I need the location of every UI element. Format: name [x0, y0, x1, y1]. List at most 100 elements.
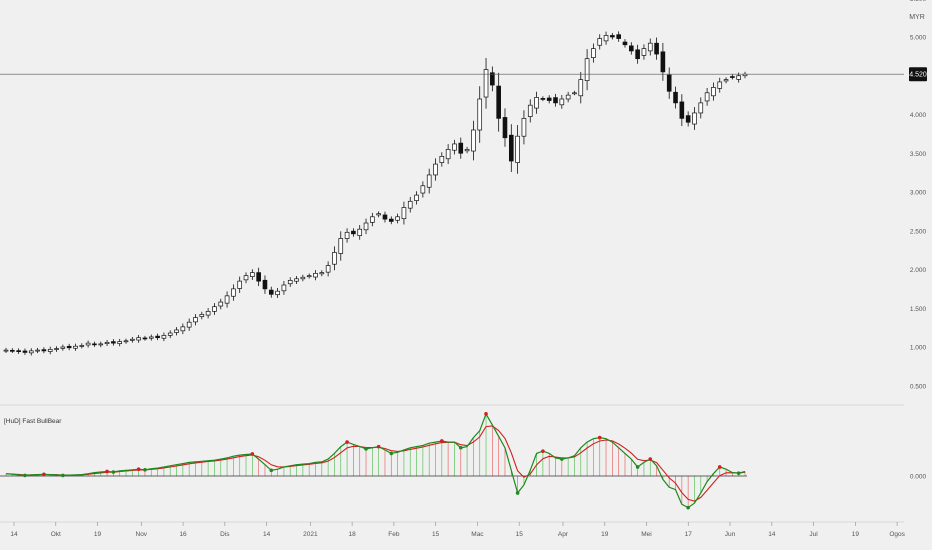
candle[interactable] [73, 345, 78, 349]
candle[interactable] [92, 343, 97, 346]
candle[interactable] [559, 98, 565, 106]
candle[interactable] [104, 342, 110, 345]
candle[interactable] [212, 306, 217, 312]
candle[interactable] [704, 92, 710, 102]
candle[interactable] [401, 207, 407, 220]
candle[interactable] [698, 102, 704, 114]
candle[interactable] [47, 348, 53, 352]
candle[interactable] [376, 213, 381, 216]
candle[interactable] [28, 350, 34, 354]
candle[interactable] [388, 218, 394, 222]
candle[interactable] [199, 314, 205, 317]
candle[interactable] [635, 49, 640, 60]
candle[interactable] [218, 301, 224, 307]
time-axis[interactable]: 14 Okt 19 Nov 16 Dis 14 2021 18 Feb 15 Mac 15 Apr 19 Me… [10, 522, 906, 538]
candle[interactable] [370, 216, 375, 223]
candle[interactable] [3, 349, 9, 352]
candle[interactable] [123, 340, 129, 343]
candle[interactable] [723, 79, 729, 82]
candle[interactable] [616, 34, 621, 39]
candle[interactable] [628, 45, 634, 52]
candle[interactable] [515, 135, 520, 163]
candle[interactable] [344, 231, 350, 239]
candle[interactable] [111, 341, 116, 344]
candle[interactable] [268, 289, 274, 295]
candle[interactable] [60, 346, 66, 349]
candle[interactable] [591, 48, 596, 58]
candle[interactable] [407, 200, 413, 209]
candle[interactable] [540, 98, 546, 100]
candle[interactable] [490, 72, 495, 86]
candle[interactable] [237, 280, 243, 289]
candle[interactable] [660, 51, 666, 73]
candle[interactable] [262, 279, 268, 290]
candle[interactable] [16, 350, 21, 353]
candle[interactable] [130, 338, 135, 341]
candle[interactable] [161, 335, 167, 339]
candle[interactable] [730, 76, 735, 78]
candle[interactable] [654, 42, 659, 55]
candle[interactable] [477, 98, 483, 131]
candle[interactable] [546, 97, 552, 101]
candle[interactable] [35, 349, 40, 352]
candle[interactable] [414, 194, 419, 201]
candle[interactable] [395, 216, 400, 221]
candle[interactable] [502, 117, 508, 139]
candle[interactable] [736, 75, 741, 80]
candle[interactable] [666, 74, 672, 92]
candle[interactable] [287, 280, 293, 285]
candle[interactable] [10, 349, 15, 352]
candle[interactable] [281, 284, 287, 292]
candle[interactable] [483, 69, 489, 98]
candle[interactable] [224, 295, 230, 304]
price-pane[interactable] [3, 31, 748, 356]
candle[interactable] [458, 142, 464, 154]
candle[interactable] [685, 115, 691, 123]
candle[interactable] [66, 345, 72, 349]
candle[interactable] [673, 91, 678, 104]
candle[interactable] [79, 345, 85, 347]
candle[interactable] [521, 118, 527, 137]
candle[interactable] [679, 101, 685, 119]
candle[interactable] [142, 337, 148, 340]
candle[interactable] [250, 272, 255, 277]
candle[interactable] [357, 228, 363, 236]
candle[interactable] [565, 94, 571, 100]
candle[interactable] [527, 104, 533, 117]
candle[interactable] [692, 112, 697, 125]
candle[interactable] [294, 278, 299, 282]
candle[interactable] [275, 290, 280, 296]
candle[interactable] [496, 85, 501, 119]
candle[interactable] [231, 288, 236, 297]
candle[interactable] [534, 97, 539, 109]
candle[interactable] [306, 275, 312, 278]
candle[interactable] [243, 275, 249, 281]
candle[interactable] [205, 311, 211, 316]
candle[interactable] [98, 343, 104, 346]
candle[interactable] [186, 321, 192, 328]
candle[interactable] [136, 337, 141, 341]
candle[interactable] [597, 38, 603, 46]
candle[interactable] [433, 163, 438, 176]
candle[interactable] [180, 326, 186, 332]
indicator-title[interactable]: [HuD] Fast BullBear [4, 418, 62, 425]
candle[interactable] [508, 134, 514, 162]
candle[interactable] [610, 35, 615, 38]
candle[interactable] [54, 348, 59, 350]
candle[interactable] [41, 349, 47, 352]
candle[interactable] [426, 174, 432, 188]
candle[interactable] [325, 265, 331, 273]
candle[interactable] [717, 81, 723, 89]
candle[interactable] [167, 332, 173, 336]
candle[interactable] [300, 276, 306, 280]
candle[interactable] [553, 97, 558, 104]
candle[interactable] [445, 149, 451, 160]
candle[interactable] [711, 87, 716, 97]
candle[interactable] [313, 273, 318, 278]
candle[interactable] [351, 230, 356, 235]
candle[interactable] [338, 238, 344, 254]
candle[interactable] [382, 214, 388, 220]
candle[interactable] [647, 42, 653, 52]
candle[interactable] [85, 342, 91, 346]
